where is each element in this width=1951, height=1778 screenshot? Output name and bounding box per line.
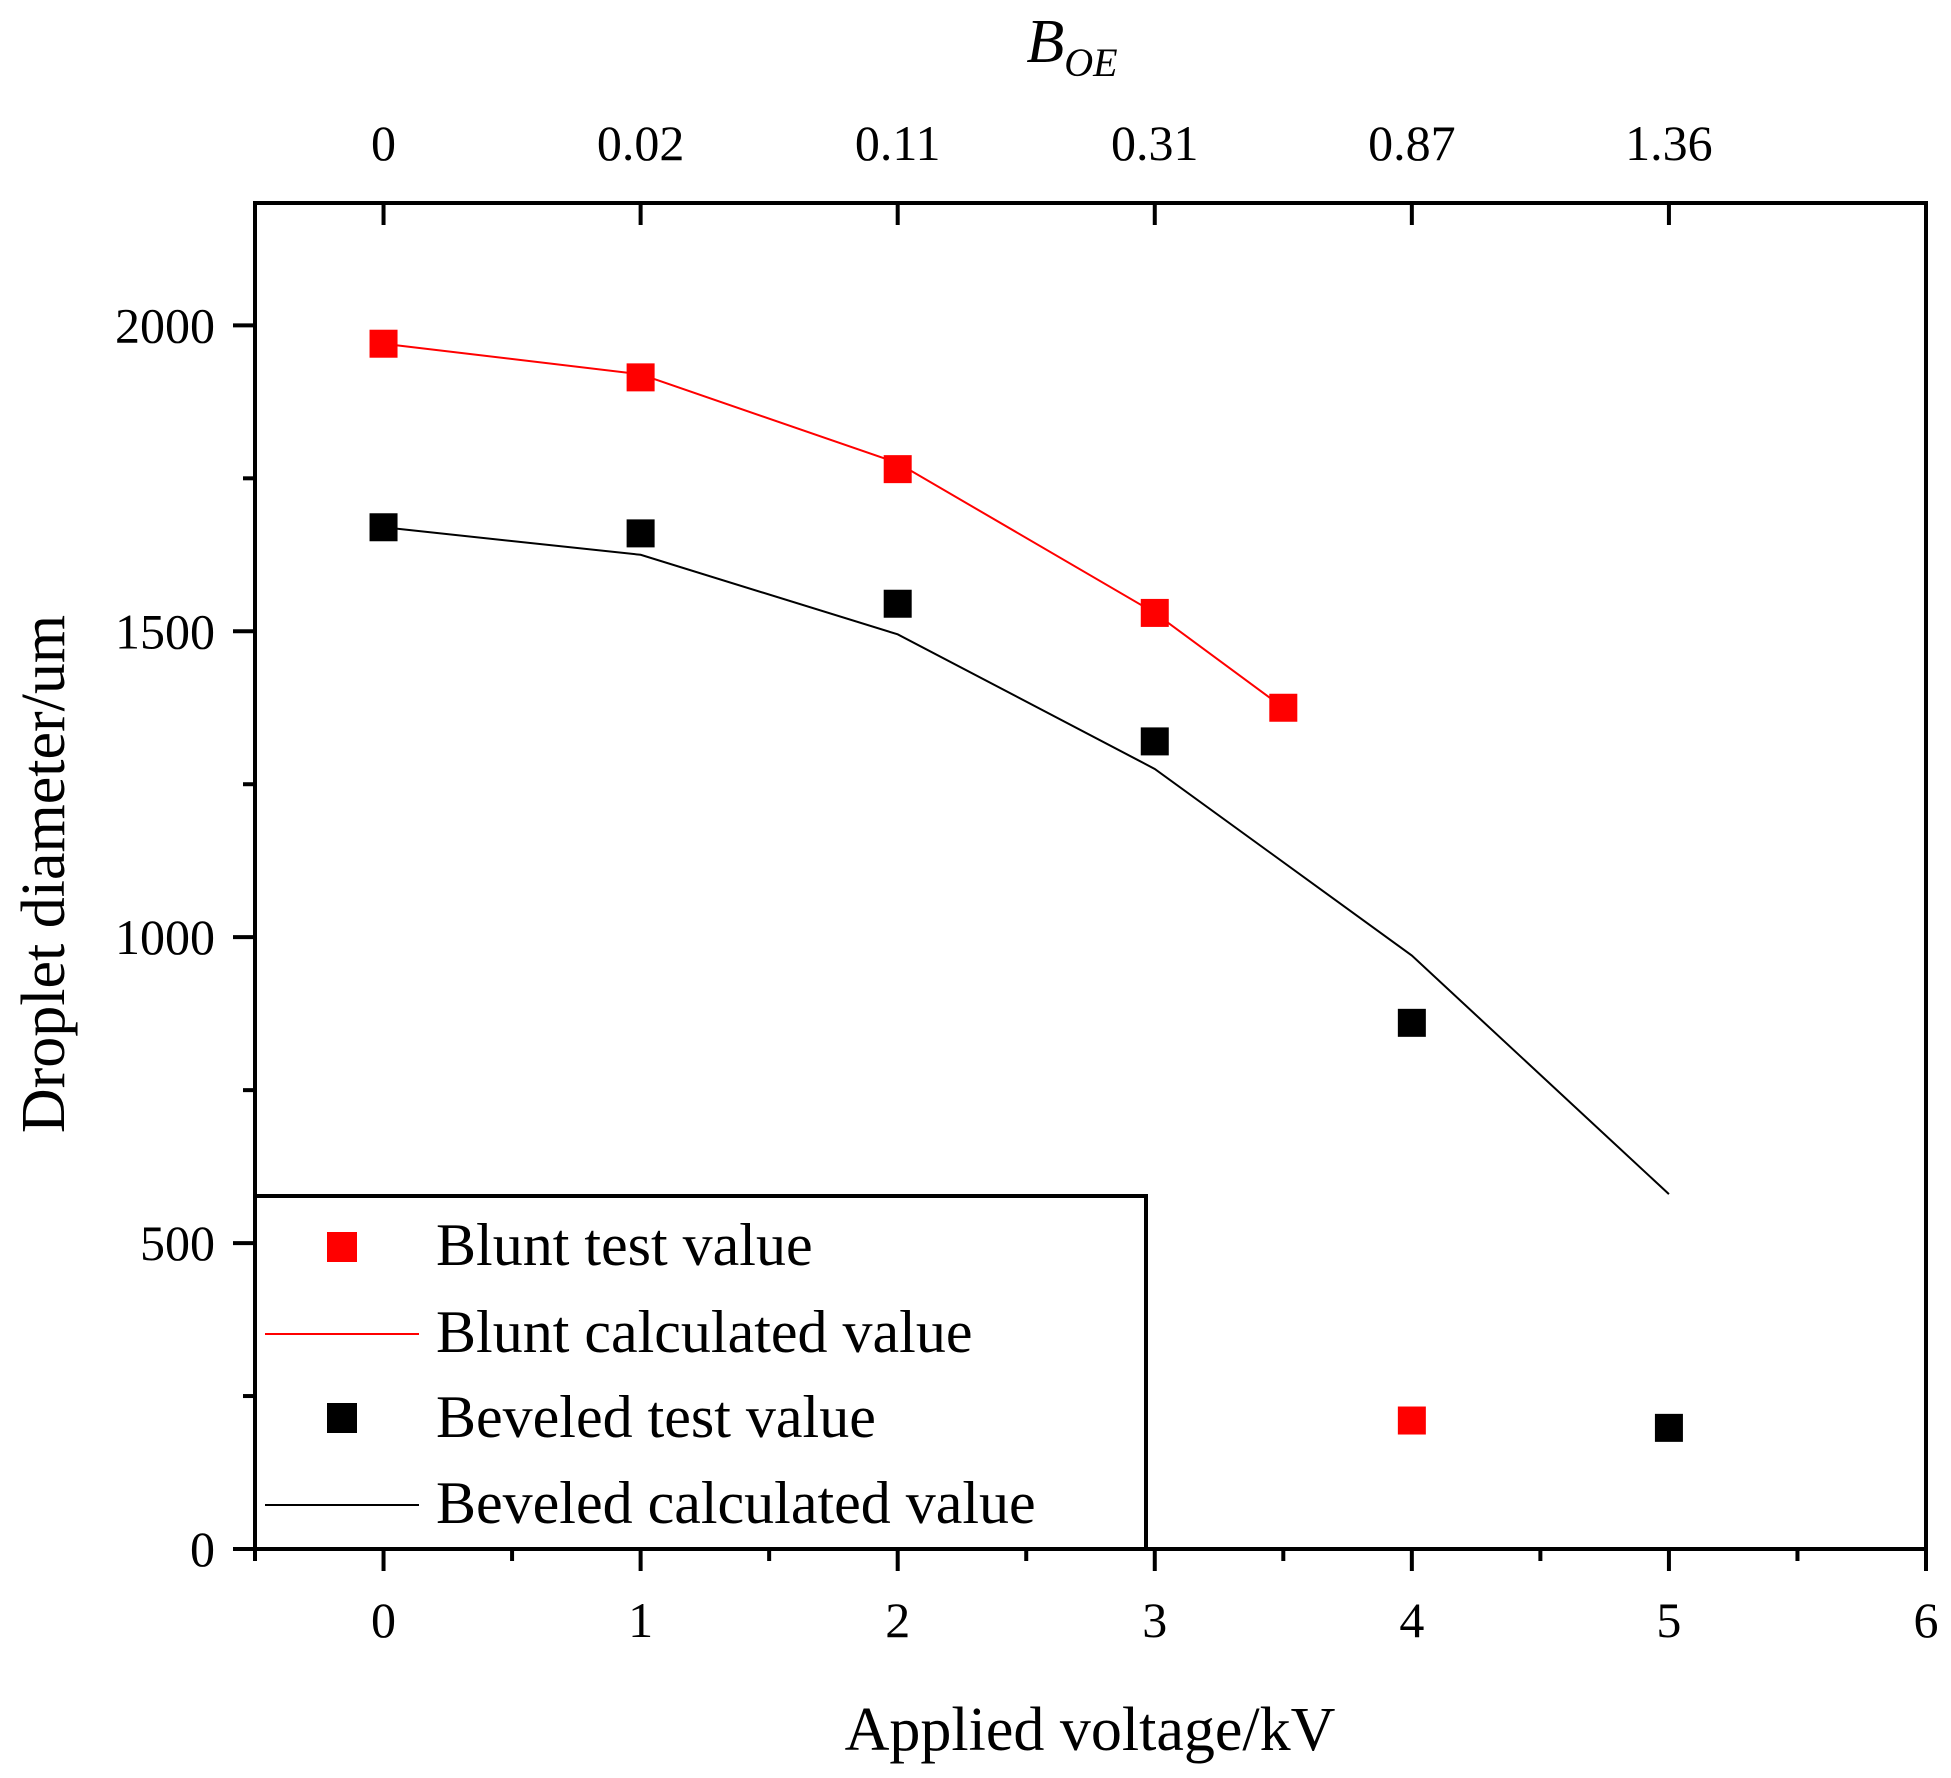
- legend-marker-blunt-test: [327, 1232, 357, 1262]
- top-axis-title: BOE: [1026, 8, 1117, 85]
- axis-layer: 0 1 2 3 4 5 6 0 500 1000 1500 2000 0 0.02 0.11 0.31 0.87…: [115, 115, 1939, 1648]
- legend-label-beveled-calc: Beveled calculated value: [436, 1470, 1036, 1536]
- x-tick-label: 2: [885, 1592, 910, 1648]
- x-axis-title: Applied voltage/kV: [845, 1696, 1336, 1764]
- point-blunt-test-value: [1397, 1406, 1426, 1435]
- x-tick-label: 0: [371, 1592, 396, 1648]
- top-tick-label: 0.31: [1111, 115, 1199, 171]
- x-tick-label: 6: [1914, 1592, 1939, 1648]
- legend-marker-beveled-test: [327, 1403, 357, 1433]
- point-beveled-test-value: [883, 589, 912, 618]
- point-blunt-test-value: [883, 455, 912, 484]
- x-tick-label: 3: [1142, 1592, 1167, 1648]
- x-tick-label: 4: [1399, 1592, 1424, 1648]
- point-beveled-test-value: [1397, 1008, 1426, 1037]
- y-tick-label: 1000: [115, 909, 215, 965]
- y-tick-label: 1500: [115, 603, 215, 659]
- point-beveled-test-value: [1654, 1413, 1683, 1442]
- top-axis-title-main: B: [1026, 8, 1064, 76]
- series-line-beveled-calculated-value: [383, 526, 1670, 1195]
- top-tick-label: 0.02: [597, 115, 685, 171]
- legend-box: [253, 1194, 1148, 1551]
- y-tick-label: 0: [190, 1521, 215, 1577]
- point-blunt-test-value: [1269, 693, 1298, 722]
- series-layer: [369, 329, 1683, 1442]
- legend: Blunt test value Blunt calculated value …: [253, 1194, 1148, 1551]
- x-tick-label: 1: [628, 1592, 653, 1648]
- point-beveled-test-value: [626, 519, 655, 548]
- point-blunt-test-value: [626, 363, 655, 392]
- y-tick-label: 2000: [115, 297, 215, 353]
- legend-label-blunt-calc: Blunt calculated value: [436, 1299, 972, 1365]
- top-tick-label: 1.36: [1625, 115, 1713, 171]
- legend-label-beveled-test: Beveled test value: [436, 1384, 876, 1450]
- point-blunt-test-value: [1140, 598, 1169, 627]
- y-tick-label: 500: [140, 1215, 215, 1271]
- x-tick-label: 5: [1656, 1592, 1681, 1648]
- point-beveled-test-value: [1140, 727, 1169, 756]
- top-tick-label: 0: [371, 115, 396, 171]
- top-axis-title-subscript: OE: [1064, 40, 1117, 85]
- legend-label-blunt-test: Blunt test value: [436, 1212, 813, 1278]
- point-blunt-test-value: [369, 329, 398, 358]
- top-tick-label: 0.11: [855, 115, 941, 171]
- top-tick-label: 0.87: [1368, 115, 1456, 171]
- y-axis-title: Droplet diameter/um: [10, 615, 78, 1133]
- point-beveled-test-value: [369, 513, 398, 542]
